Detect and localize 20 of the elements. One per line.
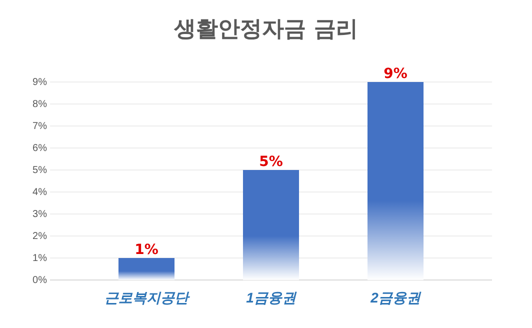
y-tick-label: 7%	[32, 121, 48, 132]
y-tick-label: 3%	[32, 209, 48, 220]
data-label: 5%	[259, 154, 283, 170]
y-tick-label: 0%	[32, 275, 48, 286]
y-tick-label: 4%	[32, 187, 48, 198]
data-label: 9%	[384, 66, 408, 82]
x-tick-label: 근로복지공단	[104, 290, 190, 306]
y-tick-label: 8%	[32, 99, 48, 110]
y-tick-label: 6%	[32, 143, 48, 154]
y-tick-label: 9%	[32, 77, 48, 88]
bar	[242, 170, 300, 280]
bar	[118, 258, 175, 280]
y-tick-label: 2%	[32, 231, 48, 242]
x-tick-label: 2금융권	[370, 290, 422, 306]
y-tick-label: 1%	[32, 253, 48, 264]
x-tick-label: 1금융권	[246, 290, 297, 306]
y-tick-label: 5%	[32, 165, 48, 176]
chart-title: 생활안정자금 금리	[173, 17, 358, 42]
bar	[367, 82, 424, 280]
data-label: 1%	[134, 242, 158, 258]
